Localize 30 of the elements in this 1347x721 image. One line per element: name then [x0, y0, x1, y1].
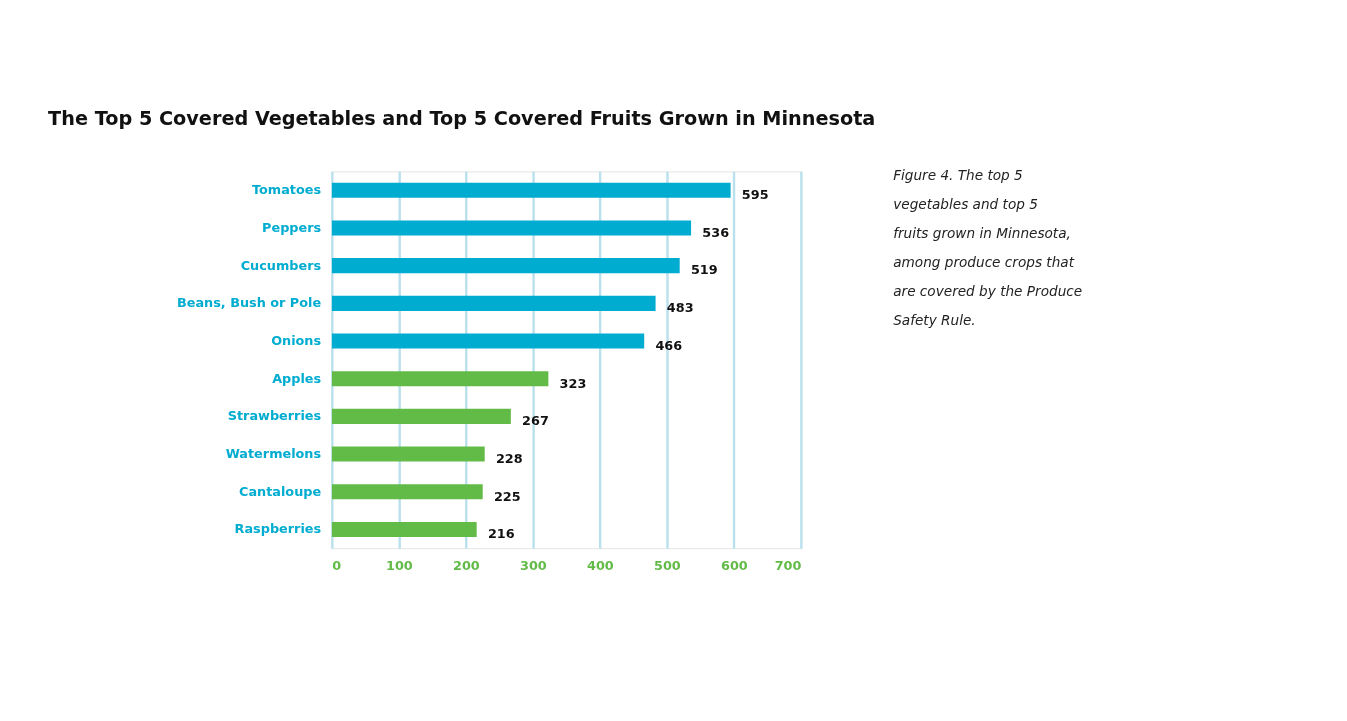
data-label: 228 [495, 450, 523, 466]
y-tick-label: Strawberries [227, 408, 322, 424]
data-label: 225 [493, 488, 521, 504]
data-label: 536 [702, 224, 730, 240]
data-label: 216 [487, 526, 515, 542]
x-tick-label: 100 [385, 558, 413, 574]
data-label: 267 [522, 413, 549, 429]
y-tick-label: Beans, Bush or Pole [176, 295, 322, 311]
data-label: 323 [559, 375, 587, 391]
x-tick-label: 400 [586, 558, 614, 574]
y-tick-label: Cucumbers [240, 257, 322, 273]
chart-title: The Top 5 Covered Vegetables and Top 5 Covered Fruits Grown in Minnesota [48, 106, 876, 130]
caption: Figure 4. The top 5 vegetables and top 5 fruits grown in Minnesota, among produce crops that are covered by the Produce Safety Rule. [893, 167, 1083, 328]
y-tick-label: Apples [272, 370, 322, 386]
y-tick-label: Tomatoes [252, 182, 322, 198]
y-tick-label: Watermelons [225, 446, 322, 462]
x-tick-label: 0 [332, 558, 342, 574]
x-tick-label: 300 [519, 558, 547, 574]
data-label: 595 [741, 187, 769, 203]
x-tick-label: 500 [654, 558, 681, 574]
y-tick-label: Peppers [262, 219, 322, 235]
x-tick-label: 700 [774, 558, 802, 574]
data-label: 466 [655, 337, 683, 353]
y-tick-label: Raspberries [234, 521, 322, 537]
y-tick-label: Onions [271, 333, 322, 349]
data-label: 519 [690, 262, 718, 278]
x-tick-label: 200 [452, 558, 480, 574]
x-tick-label: 600 [721, 558, 748, 574]
y-tick-label: Cantaloupe [238, 483, 322, 499]
data-label: 483 [666, 300, 694, 316]
